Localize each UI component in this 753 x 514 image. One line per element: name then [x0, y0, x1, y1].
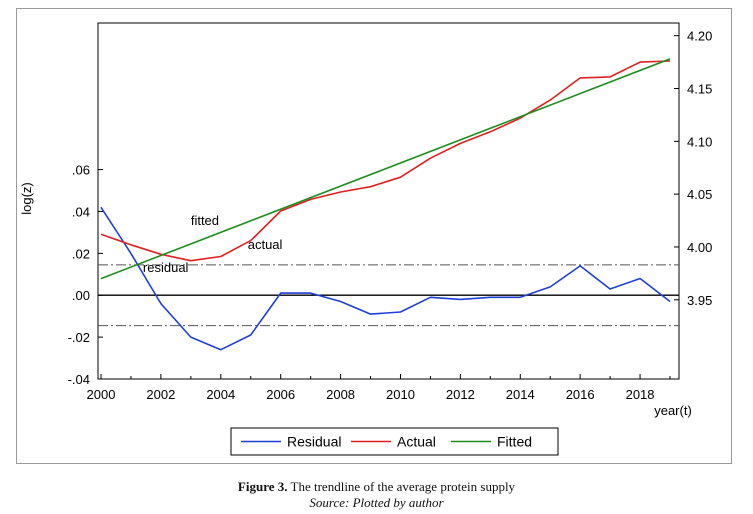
- chart-frame: -.04 -.02 .00 .02 .04 .06 3.95 4.00 4.05 4.10 4.15…: [16, 8, 732, 464]
- x-axis-tick-label: 2004: [206, 387, 235, 402]
- left-axis-tick-label: .02: [72, 246, 90, 261]
- series-layer: [100, 58, 671, 351]
- axes: -.04 -.02 .00 .02 .04 .06 3.95 4.00 4.05 4.10 4.15…: [19, 29, 712, 418]
- series-line-residual: [100, 206, 671, 351]
- right-axis-tick-label: 4.10: [687, 134, 712, 149]
- legend-label-actual: Actual: [397, 434, 436, 450]
- x-axis-tick-label: 2010: [386, 387, 415, 402]
- x-axis-tick-label: 2016: [566, 387, 595, 402]
- figure-caption-label: Figure 3.: [237, 479, 288, 494]
- residual-bands: [98, 264, 679, 327]
- x-axis-tick-label: 2000: [87, 387, 116, 402]
- y-axis-label-left: log(z): [19, 182, 34, 215]
- figure-caption-text: The trendline of the average protein sup…: [287, 479, 516, 494]
- series-line-fitted: [100, 58, 671, 280]
- x-axis-tick-label: 2018: [626, 387, 655, 402]
- annotation-residual: residual: [143, 260, 189, 275]
- series-line-actual: [100, 60, 671, 262]
- annotation-fitted: fitted: [191, 213, 219, 228]
- annotations: fitted actual residual: [143, 213, 283, 275]
- plot-border: [97, 22, 680, 380]
- x-axis-label: year(t): [654, 403, 692, 418]
- right-axis-tick-label: 4.05: [687, 187, 712, 202]
- legend: Residual Actual Fitted: [230, 427, 559, 456]
- x-axis-tick-label: 2008: [326, 387, 355, 402]
- x-axis-tick-label: 2002: [146, 387, 175, 402]
- annotation-actual: actual: [248, 237, 283, 252]
- x-axis-tick-label: 2012: [446, 387, 475, 402]
- legend-box: [230, 427, 559, 456]
- left-axis-tick-label: -.02: [68, 330, 90, 345]
- left-axis-tick-label: .06: [72, 163, 90, 178]
- plot-area: [97, 22, 680, 380]
- right-axis-tick-label: 4.20: [687, 29, 712, 44]
- right-axis-tick-label: 4.00: [687, 240, 712, 255]
- left-axis-tick-label: .00: [72, 288, 90, 303]
- left-axis-tick-label: .04: [72, 204, 90, 219]
- x-axis-tick-label: 2006: [266, 387, 295, 402]
- figure-caption: Figure 3. The trendline of the average p…: [0, 479, 753, 495]
- legend-label-residual: Residual: [287, 434, 341, 450]
- left-axis-tick-label: -.04: [68, 372, 90, 387]
- figure-source: Source: Plotted by author: [309, 495, 444, 510]
- right-axis-tick-label: 3.95: [687, 293, 712, 308]
- legend-label-fitted: Fitted: [497, 434, 532, 450]
- protein-supply-chart: -.04 -.02 .00 .02 .04 .06 3.95 4.00 4.05 4.10 4.15…: [19, 22, 712, 456]
- right-axis-tick-label: 4.15: [687, 81, 712, 96]
- x-axis-tick-label: 2014: [506, 387, 535, 402]
